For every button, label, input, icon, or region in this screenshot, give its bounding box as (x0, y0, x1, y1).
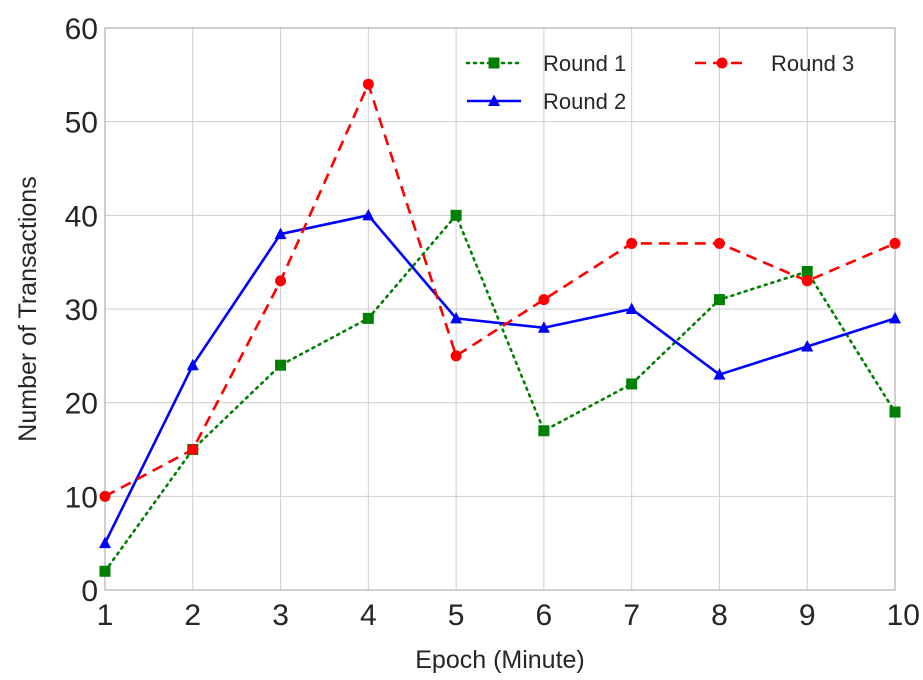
data-point-round-1 (362, 312, 374, 324)
y-tick-label: 40 (65, 200, 98, 233)
x-tick-label: 7 (623, 599, 640, 632)
tick-labels: 1 2 3 4 5 6 7 8 9 10 0 10 20 30 40 50 60 (65, 13, 920, 632)
legend: Round 1 Round 2 Round 3 (465, 51, 854, 114)
data-point-round-1 (275, 359, 287, 371)
legend-marker-round-1 (488, 57, 500, 69)
x-axis-title: Epoch (Minute) (415, 646, 585, 674)
data-point-round-3 (450, 350, 462, 362)
series-line-round-3 (104, 82, 896, 498)
data-point-round-2 (537, 321, 550, 333)
y-tick-label: 60 (65, 13, 98, 46)
data-point-round-2 (801, 339, 814, 352)
x-tick-label: 9 (799, 599, 816, 632)
legend-item-round-3: Round 3 (695, 51, 854, 76)
data-point-round-1 (626, 378, 638, 390)
x-tick-label: 6 (536, 599, 553, 632)
series-round-2 (99, 208, 901, 549)
x-tick-label: 1 (97, 599, 114, 632)
x-tick-label: 2 (184, 599, 201, 632)
legend-marker-round-2 (488, 94, 500, 106)
y-tick-label: 0 (81, 575, 98, 608)
data-point-round-1 (450, 209, 462, 221)
data-point-round-2 (450, 311, 463, 324)
data-point-round-3 (801, 275, 813, 287)
legend-label-round-3: Round 3 (771, 51, 854, 76)
y-axis-title: Number of Transactions (14, 176, 42, 441)
legend-label-round-2: Round 2 (543, 89, 626, 114)
data-point-round-1 (889, 406, 901, 418)
legend-label-round-1: Round 1 (543, 51, 626, 76)
data-point-round-3 (362, 78, 374, 90)
data-point-round-1 (99, 565, 111, 577)
y-tick-label: 20 (65, 388, 98, 421)
x-tick-label: 3 (272, 599, 289, 632)
y-tick-label: 10 (65, 481, 98, 514)
data-point-round-3 (713, 237, 725, 249)
data-point-round-3 (538, 294, 550, 306)
y-tick-label: 30 (65, 294, 98, 327)
series-round-3 (99, 78, 901, 502)
data-point-round-2 (274, 227, 287, 240)
y-tick-label: 50 (65, 107, 98, 140)
data-point-round-2 (713, 368, 726, 380)
x-tick-label: 4 (360, 599, 377, 632)
data-point-round-1 (713, 294, 725, 306)
x-tick-label: 5 (448, 599, 465, 632)
data-point-round-1 (801, 266, 813, 278)
data-point-round-2 (186, 358, 199, 371)
legend-item-round-2: Round 2 (467, 89, 626, 114)
data-point-round-3 (187, 444, 199, 455)
legend-marker-round-3 (716, 57, 728, 69)
legend-item-round-1: Round 1 (465, 51, 626, 76)
series-layer (99, 78, 901, 577)
data-point-round-1 (538, 425, 550, 437)
data-point-round-2 (625, 302, 638, 314)
data-point-round-3 (889, 237, 901, 249)
x-tick-label: 10 (887, 599, 920, 632)
data-point-round-3 (99, 490, 111, 502)
data-point-round-2 (889, 311, 901, 324)
data-point-round-2 (99, 536, 111, 549)
data-point-round-2 (362, 208, 375, 221)
data-point-round-3 (626, 237, 638, 249)
x-tick-label: 8 (711, 599, 728, 632)
series-line-round-2 (103, 214, 896, 544)
plot-frame (104, 27, 896, 591)
data-point-round-3 (275, 275, 287, 287)
